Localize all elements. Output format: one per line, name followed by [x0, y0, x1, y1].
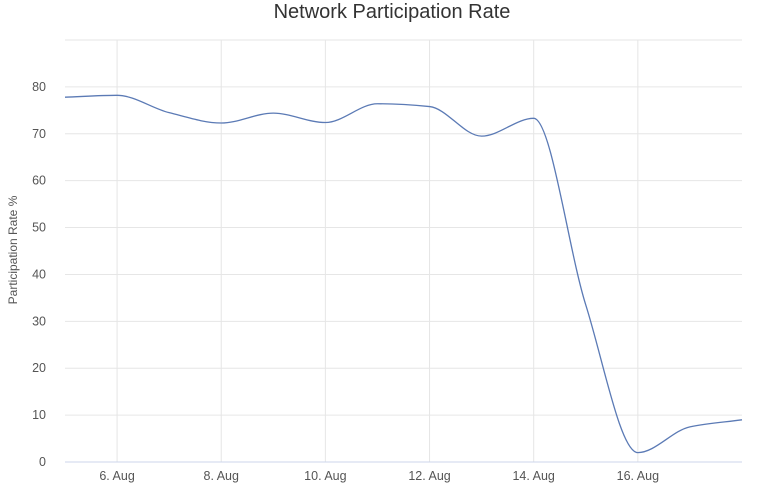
- series-line: [64, 94, 743, 454]
- axis-layer: 0 10 20 30 40 50 60 70 80 6. Aug 8. Aug 10. Aug 12. …: [32, 80, 742, 483]
- x-tick-label: 16. Aug: [617, 469, 659, 483]
- y-tick-label: 10: [32, 408, 46, 422]
- y-tick-label: 70: [32, 127, 46, 141]
- y-tick-label: 80: [32, 80, 46, 94]
- x-tick-label: 10. Aug: [304, 469, 346, 483]
- y-tick-label: 40: [32, 267, 46, 281]
- y-axis-label: Participation Rate %: [6, 195, 20, 304]
- chart-title: Network Participation Rate: [274, 1, 511, 23]
- y-tick-label: 60: [32, 174, 46, 188]
- x-tick-label: 12. Aug: [408, 469, 450, 483]
- x-tick-label: 8. Aug: [204, 469, 239, 483]
- x-tick-label: 6. Aug: [99, 469, 134, 483]
- y-tick-label: 50: [32, 221, 46, 235]
- x-tick-label: 14. Aug: [512, 469, 554, 483]
- grid-layer: [65, 39, 742, 462]
- series-layer: [64, 94, 743, 454]
- y-tick-label: 20: [32, 361, 46, 375]
- y-tick-label: 0: [39, 455, 46, 469]
- y-tick-label: 30: [32, 314, 46, 328]
